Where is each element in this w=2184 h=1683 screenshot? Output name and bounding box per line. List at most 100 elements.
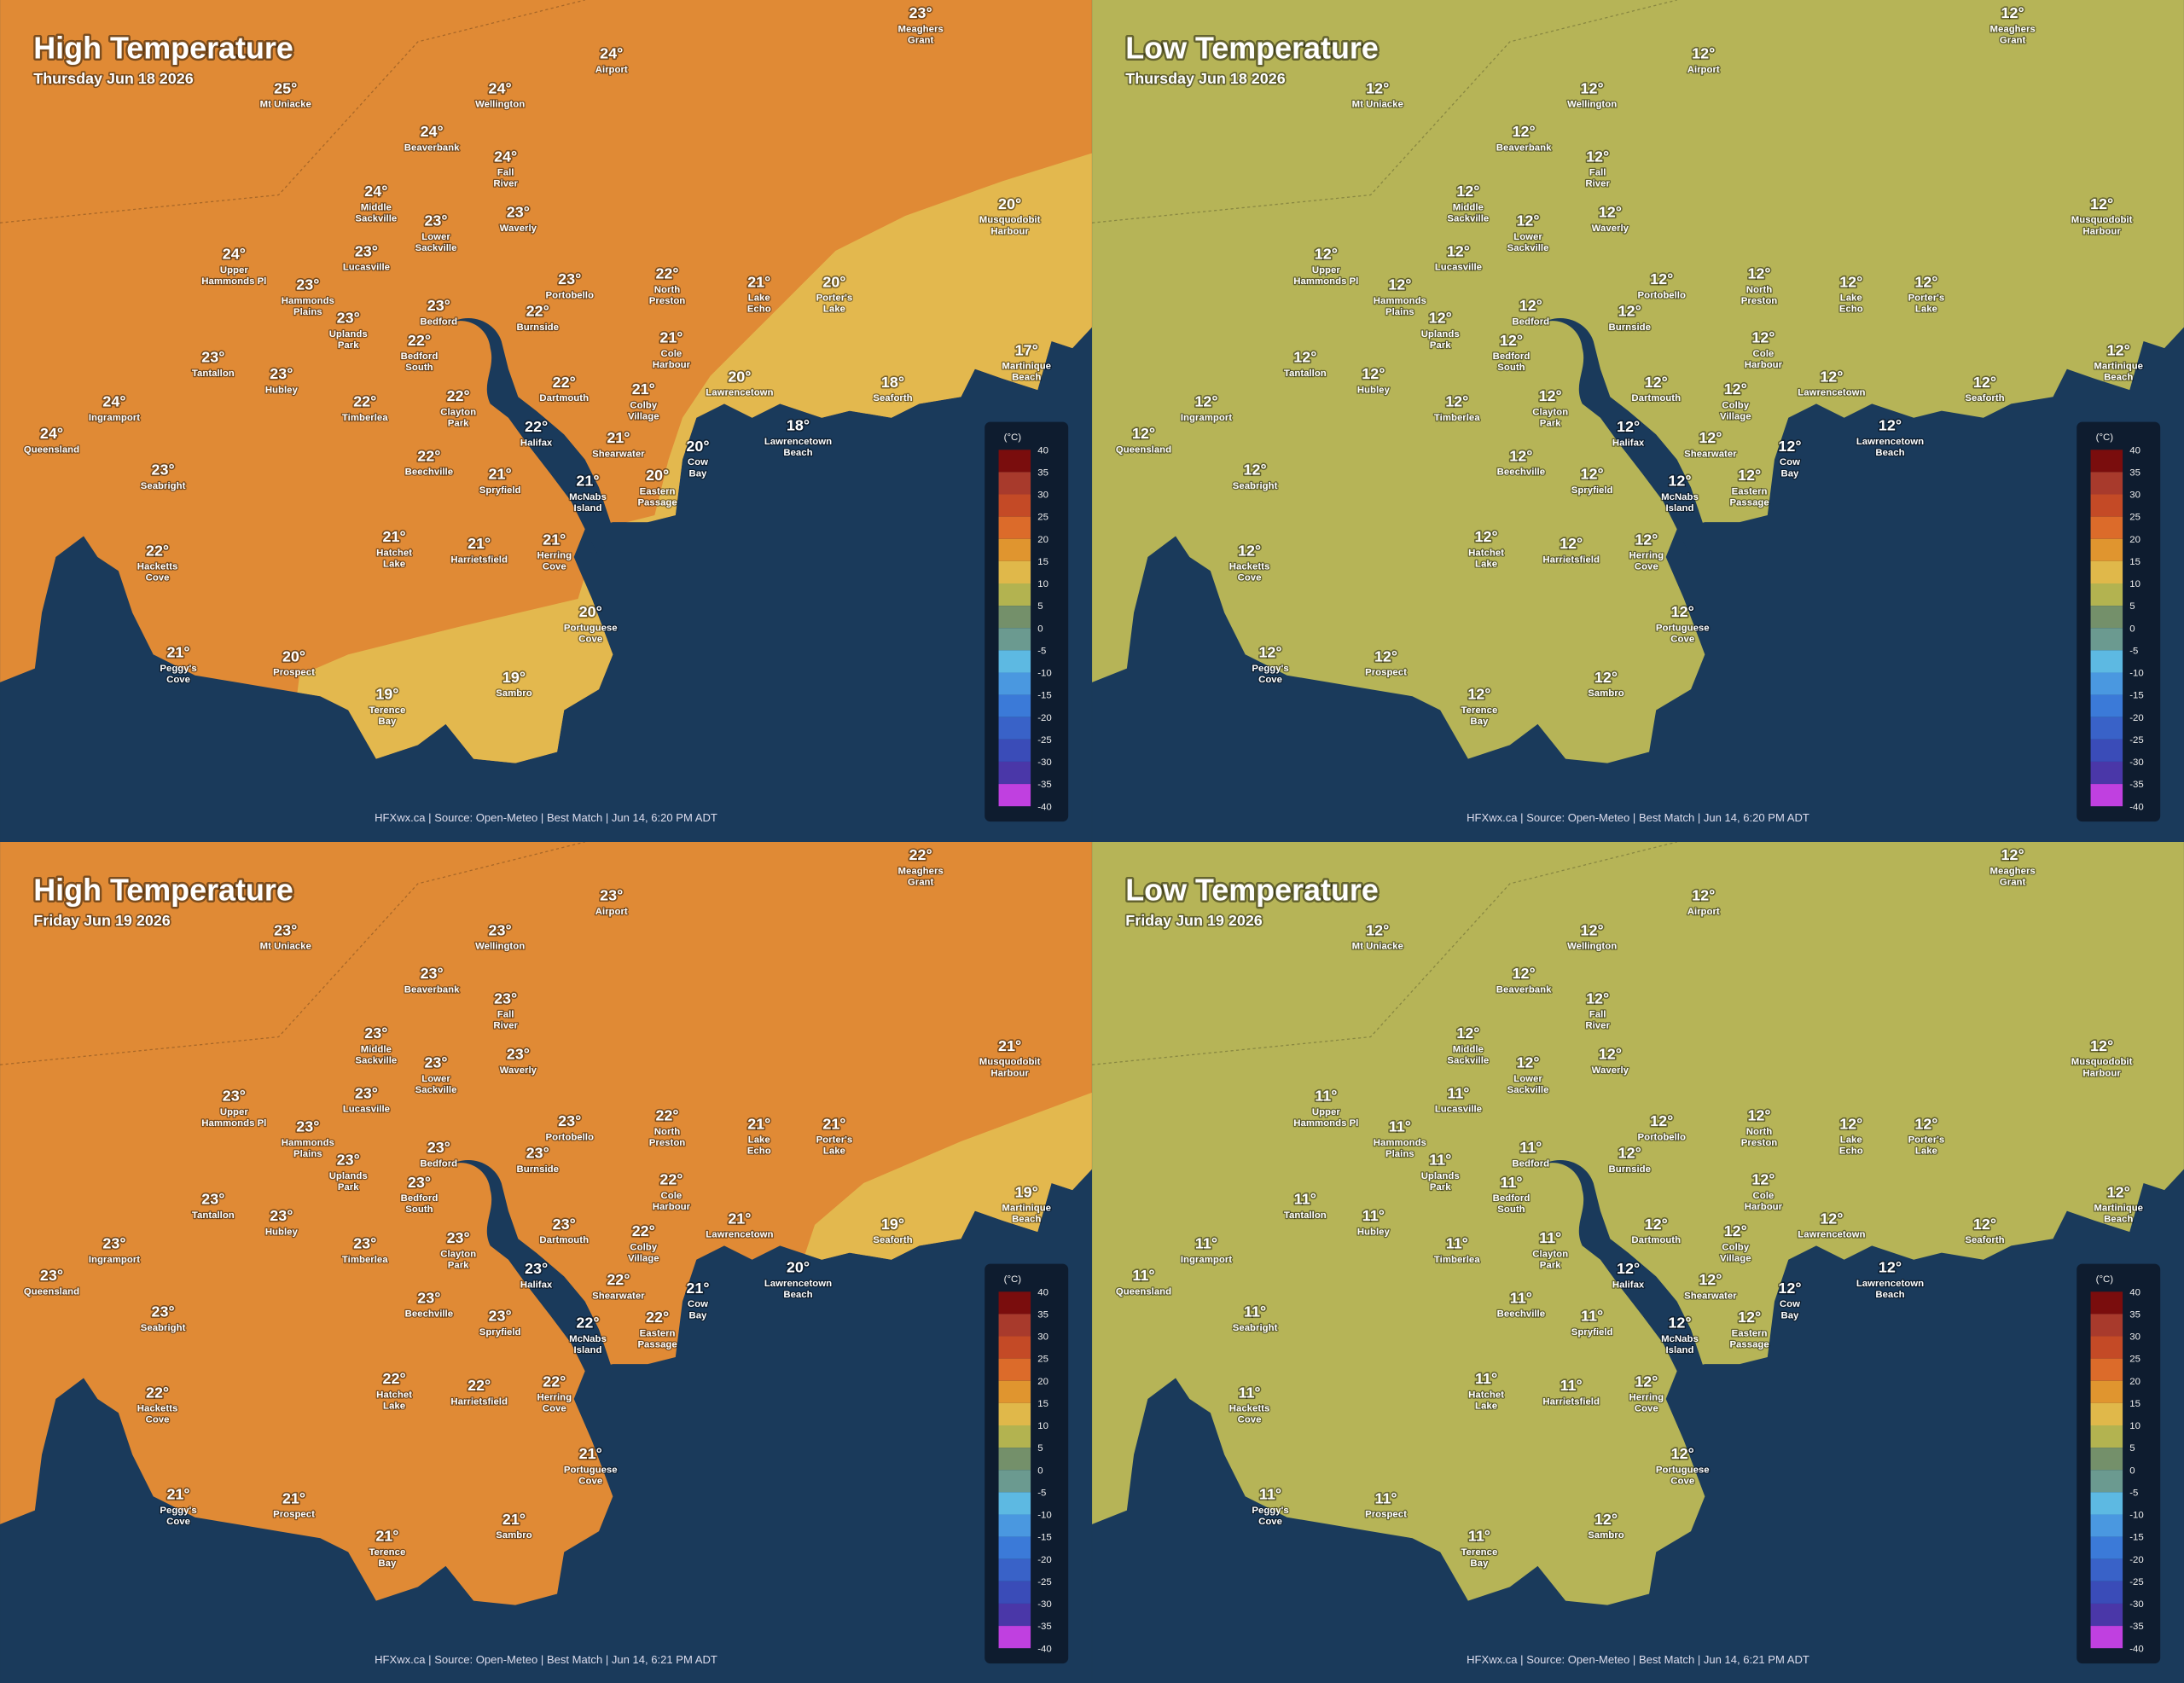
legend-tick-label: -25 (2129, 735, 2144, 746)
temperature-label: 11° (1315, 1087, 1337, 1104)
temperature-label: 21° (632, 380, 655, 398)
legend-swatch (2090, 1358, 2123, 1381)
temperature-label: 12° (1668, 1314, 1691, 1331)
legend-tick-label: 25 (1037, 513, 1048, 523)
place-name: Seaforth (873, 393, 912, 403)
place-name: Ingramport (89, 413, 140, 423)
legend-tick-label: 20 (2129, 535, 2140, 545)
legend-swatch (2090, 1536, 2123, 1559)
temperature-label: 12° (1293, 348, 1316, 365)
place-name: Porter's Lake (1908, 293, 1945, 315)
place-name: Beechville (1497, 467, 1545, 478)
temperature-label: 24° (364, 183, 387, 200)
place-name: Lawrencetown (706, 388, 773, 398)
place-name: Peggy's Cove (160, 1505, 196, 1526)
temperature-label: 12° (1747, 264, 1770, 281)
temperature-label: 12° (1513, 964, 1536, 981)
legend-swatch (2090, 1491, 2123, 1514)
temperature-label: 23° (355, 1084, 378, 1101)
temperature-label: 12° (1539, 387, 1562, 404)
temperature-label: 11° (1374, 1489, 1397, 1506)
temperature-label: 22° (607, 1271, 630, 1288)
temperature-label: 23° (296, 276, 319, 293)
temperature-label: 23° (525, 1260, 548, 1277)
temperature-label: 11° (1259, 1485, 1281, 1502)
place-name: Martinique Beach (2094, 362, 2143, 383)
legend-tick-label: 25 (2129, 1354, 2140, 1364)
temperature-label: 12° (1388, 276, 1411, 293)
place-name: Herring Cove (537, 1392, 572, 1413)
legend-tick-label: -10 (1037, 1510, 1051, 1520)
legend-swatch (2090, 1625, 2123, 1648)
legend-tick-label: 30 (1037, 1332, 1048, 1342)
place-name: Meaghers Grant (898, 25, 944, 46)
place-name: Queensland (24, 1286, 79, 1297)
place-name: Lawrencetown Beach (764, 1278, 832, 1299)
legend-swatch (998, 761, 1031, 785)
place-name: Prospect (1365, 668, 1407, 678)
temperature-label: 23° (600, 886, 623, 903)
temperature-label: 22° (646, 1309, 669, 1326)
temperature-label: 24° (600, 45, 623, 62)
temperature-label: 23° (408, 1173, 431, 1190)
footer: HFXwx.ca | Source: Open-Meteo | Best Mat… (1467, 811, 1809, 824)
place-name: Airport (595, 65, 628, 75)
legend-swatch (2090, 628, 2123, 651)
place-name: Hammonds Plains (1374, 1137, 1426, 1158)
place-name: Mt Uniacke (1352, 941, 1403, 951)
temperature-label: 12° (1751, 329, 1774, 346)
place-name: Bedford South (1493, 1193, 1531, 1215)
place-name: Hubley (265, 1227, 299, 1237)
place-name: Peggy's Cove (160, 664, 196, 685)
legend-swatch (998, 1491, 1031, 1514)
legend-tick-label: 35 (1037, 1309, 1048, 1320)
place-name: Lake Echo (747, 1135, 771, 1156)
temperature-label: 21° (728, 1210, 751, 1227)
place-name: Seaforth (1965, 393, 2004, 403)
temperature-label: 12° (1645, 1215, 1668, 1232)
legend-swatch (998, 739, 1031, 762)
place-name: Tantallon (1284, 1210, 1327, 1220)
place-name: Middle Sackville (1447, 203, 1489, 224)
temperature-label: 12° (1244, 461, 1267, 479)
temperature-label: 12° (1778, 1279, 1801, 1296)
temperature-label: 18° (787, 416, 810, 433)
temperature-label: 12° (1366, 921, 1389, 938)
legend-swatch (998, 1536, 1031, 1559)
temperature-label: 23° (507, 204, 530, 221)
temperature-label: 12° (1238, 542, 1261, 559)
temperature-label: 12° (1618, 303, 1641, 320)
legend-tick-label: -15 (2129, 691, 2144, 701)
temperature-label: 23° (489, 1307, 512, 1324)
temperature-label: 12° (1374, 647, 1397, 664)
place-name: Seabright (1233, 481, 1278, 491)
place-name: Lawrencetown Beach (764, 437, 832, 458)
legend-swatch (2090, 560, 2123, 583)
place-name: Wellington (475, 941, 525, 951)
harbour (443, 1159, 613, 1399)
place-name: Hacketts Cove (1229, 562, 1270, 583)
temperature-label: 12° (1617, 1260, 1640, 1277)
temperature-label: 11° (1446, 1234, 1468, 1251)
temperature-label: 12° (1516, 1053, 1539, 1071)
legend-tick-label: -5 (2129, 1488, 2138, 1498)
place-name: Uplands Park (329, 329, 368, 351)
place-name: Spryfield (479, 1326, 521, 1337)
legend-tick-label: -35 (2129, 1622, 2144, 1632)
place-name: Bedford South (401, 351, 439, 373)
place-name: Herring Cove (537, 551, 572, 572)
legend-tick-label: 5 (1037, 601, 1043, 612)
legend-tick-label: 15 (1037, 557, 1048, 567)
place-name: Lower Sackville (415, 1073, 457, 1094)
place-name: Queensland (1116, 445, 1171, 456)
place-name: Hacketts Cove (1229, 1403, 1270, 1425)
legend-swatch (998, 628, 1031, 651)
place-name: Portobello (546, 1132, 594, 1142)
legend-tick-label: 5 (2129, 601, 2135, 612)
legend-tick-label: 30 (2129, 490, 2140, 501)
legend-tick-label: -20 (2129, 713, 2144, 723)
legend-tick-label: -20 (1037, 713, 1051, 723)
legend-swatch (998, 538, 1031, 561)
place-name: Portuguese Cove (564, 624, 618, 645)
place-name: Middle Sackville (355, 203, 397, 224)
